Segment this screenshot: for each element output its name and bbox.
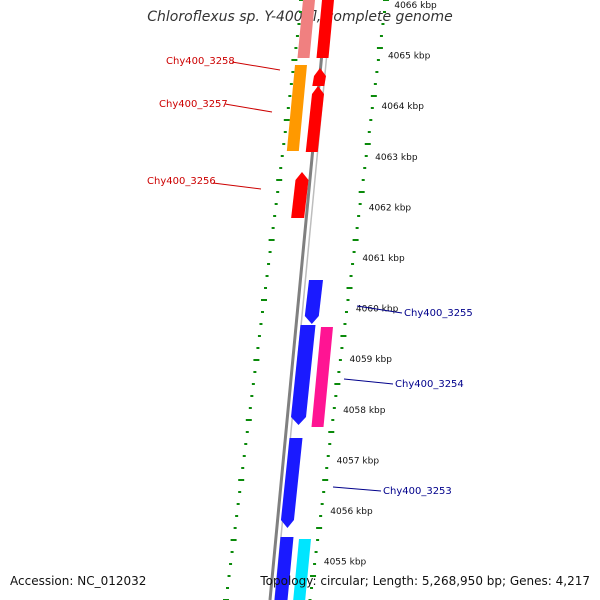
scale-labels: 4066 kbp 4065 kbp 4064 kbp 4063 kbp 4062 kbp… <box>324 1 437 568</box>
scale-label: 4065 kbp <box>388 52 431 62</box>
scale-label: 4066 kbp <box>394 1 437 11</box>
gene-feature-red <box>305 86 324 152</box>
gene-feature-blue <box>280 438 303 528</box>
scale-label: 4059 kbp <box>350 355 393 365</box>
gene-feature-orange <box>286 65 307 151</box>
gene-feature-magenta <box>311 327 333 427</box>
scale-label: 4064 kbp <box>382 102 425 112</box>
gene-feature-red <box>291 172 309 218</box>
scale-label: 4058 kbp <box>343 406 386 416</box>
gene-feature-blue <box>274 537 294 600</box>
map-title: Chloroflexus sp. Y-400-fl, complete geno… <box>147 9 453 25</box>
scale-label: 4057 kbp <box>337 456 380 466</box>
gene-label-leader <box>212 182 262 190</box>
scale-label: 4062 kbp <box>369 203 412 213</box>
gene-features <box>274 0 334 600</box>
genome-summary-text: Topology: circular; Length: 5,268,950 bp… <box>260 574 590 588</box>
gene-label-leader <box>231 61 281 71</box>
gene-label-leader <box>343 378 394 385</box>
gene-label-leader <box>332 486 382 492</box>
gene-label: Chy400_3255 <box>404 308 473 319</box>
gene-feature-blue <box>291 325 316 425</box>
gene-label: Chy400_3254 <box>395 379 464 390</box>
gene-feature-red <box>316 0 334 58</box>
gene-label-leader <box>356 305 403 314</box>
gene-label: Chy400_3258 <box>166 56 235 67</box>
gene-label-leader <box>224 103 273 113</box>
outer-tick-ring-left <box>223 0 305 600</box>
gene-label: Chy400_3253 <box>383 486 452 497</box>
accession-text: Accession: NC_012032 <box>10 574 147 588</box>
scale-label: 4055 kbp <box>324 558 367 568</box>
gene-feature-red <box>312 68 326 86</box>
gene-labels: Chy400_3258 Chy400_3257 Chy400_3256 Chy400_… <box>147 56 473 497</box>
gene-label: Chy400_3257 <box>159 99 228 110</box>
gene-feature-cyan <box>293 539 311 600</box>
gene-feature-blue <box>304 280 323 324</box>
scale-label: 4063 kbp <box>375 153 418 163</box>
gene-label: Chy400_3256 <box>147 176 216 187</box>
scale-label: 4056 kbp <box>330 507 373 517</box>
outer-tick-ring-right <box>308 0 389 600</box>
gene-feature-pink <box>297 0 315 58</box>
scale-label: 4061 kbp <box>362 254 405 264</box>
